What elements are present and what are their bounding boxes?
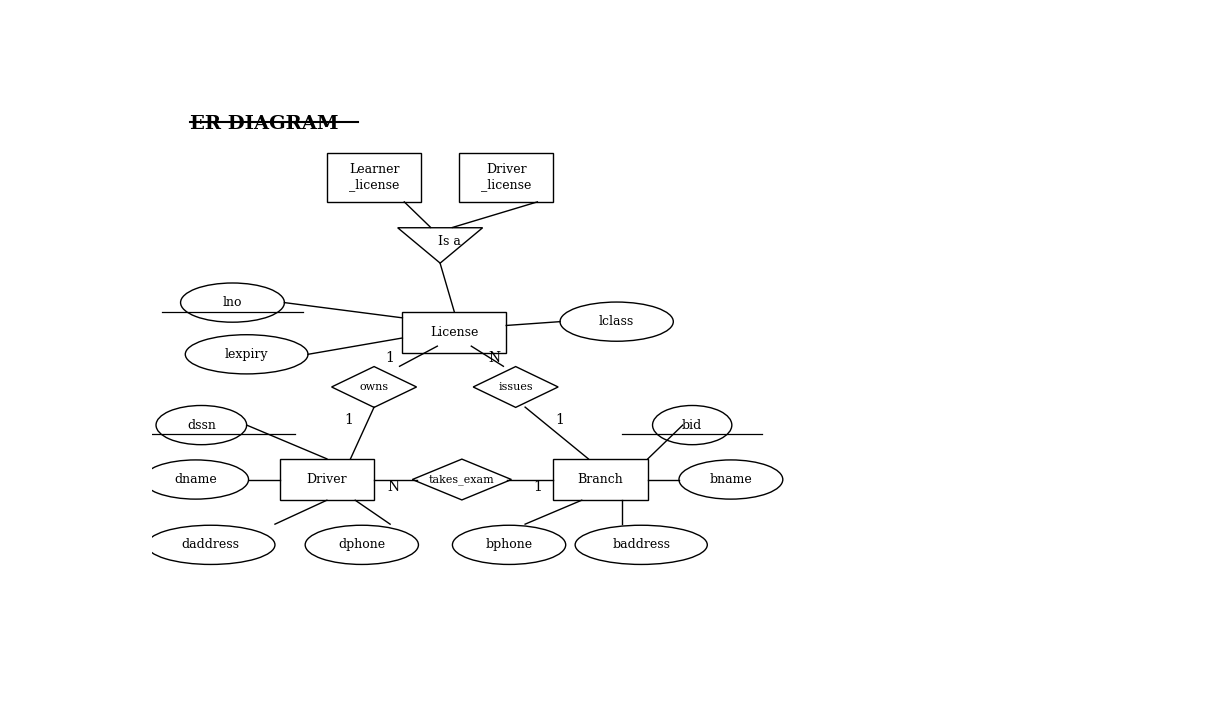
Text: daddress: daddress [181,538,240,551]
Text: lexpiry: lexpiry [225,348,268,361]
FancyBboxPatch shape [280,459,374,500]
Text: 1: 1 [386,351,395,365]
Text: bname: bname [710,473,753,486]
Text: Driver
_license: Driver _license [481,163,531,192]
Text: 1: 1 [533,479,542,493]
Text: Is a: Is a [438,235,462,247]
Polygon shape [413,459,512,500]
Text: N: N [387,479,400,493]
Ellipse shape [452,525,565,564]
Ellipse shape [146,525,275,564]
Text: bid: bid [682,419,703,431]
Text: lno: lno [223,296,242,309]
Text: issues: issues [498,382,533,392]
Text: Driver: Driver [307,473,347,486]
Text: N: N [488,351,501,365]
FancyBboxPatch shape [553,459,648,500]
FancyBboxPatch shape [326,153,421,202]
Text: License: License [430,326,479,339]
Ellipse shape [306,525,419,564]
Text: dssn: dssn [186,419,216,431]
Polygon shape [397,228,482,263]
Text: owns: owns [359,382,389,392]
Text: baddress: baddress [613,538,670,551]
Ellipse shape [180,283,285,322]
Polygon shape [331,366,417,407]
Ellipse shape [575,525,708,564]
Ellipse shape [143,460,248,499]
Text: lclass: lclass [599,315,635,328]
Ellipse shape [156,406,246,445]
FancyBboxPatch shape [402,312,507,353]
Text: 1: 1 [345,413,353,426]
Ellipse shape [185,334,308,374]
Text: Branch: Branch [577,473,624,486]
Text: ER DIAGRAM: ER DIAGRAM [190,115,339,133]
Ellipse shape [653,406,732,445]
Text: takes_exam: takes_exam [429,474,495,485]
Ellipse shape [560,302,674,341]
Text: 1: 1 [555,413,564,426]
Text: dname: dname [174,473,217,486]
Text: dphone: dphone [339,538,385,551]
FancyBboxPatch shape [459,153,553,202]
Polygon shape [473,366,558,407]
Ellipse shape [678,460,783,499]
Text: Learner
_license: Learner _license [348,163,400,192]
Text: bphone: bphone [486,538,532,551]
